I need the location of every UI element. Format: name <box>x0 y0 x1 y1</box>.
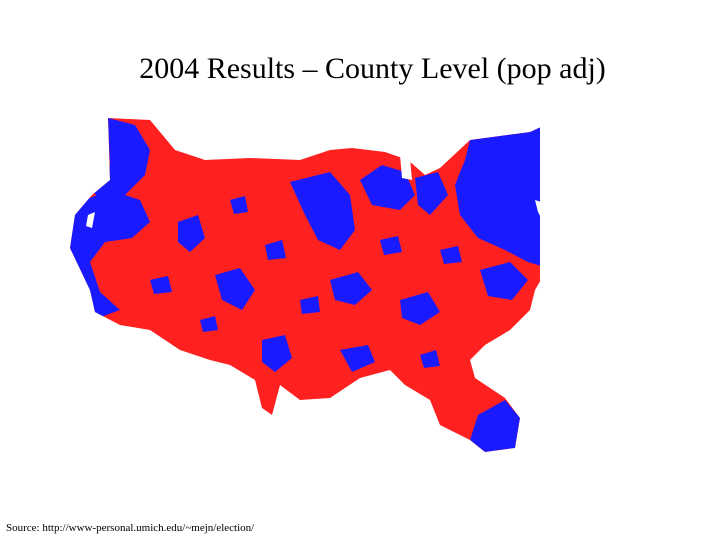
northeast-blue-region <box>455 118 540 268</box>
california-white-gap <box>86 212 95 228</box>
michigan-blue-region <box>415 172 448 215</box>
texas-blue-patch <box>262 335 292 372</box>
upper-midwest-blue-region <box>290 172 355 250</box>
south-blue-patch-1 <box>330 272 372 305</box>
chicago-blue-region <box>360 165 415 210</box>
southwest-blue-patch <box>215 268 255 310</box>
south-blue-patch-2 <box>400 292 440 325</box>
gulf-blue-patch <box>340 345 375 372</box>
northeast-white-gap <box>535 200 540 216</box>
great-lakes-white-gap <box>400 155 412 180</box>
county-cartogram-map <box>70 118 540 452</box>
slide-title: 2004 Results – County Level (pop adj) <box>139 52 606 85</box>
mid-atlantic-blue-patch <box>480 262 528 300</box>
source-citation: Source: http://www-personal.umich.edu/~m… <box>6 522 255 534</box>
mountain-blue-patch <box>178 215 205 252</box>
florida-blue-region <box>470 400 520 452</box>
